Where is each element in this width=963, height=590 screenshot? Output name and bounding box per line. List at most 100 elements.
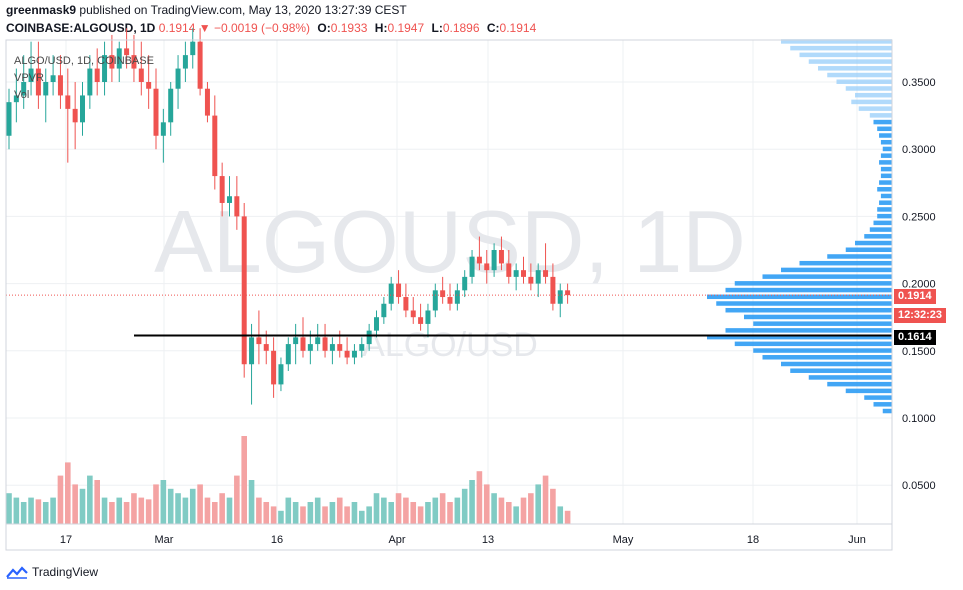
publish-info: greenmask9 published on TradingView.com,… [6,3,407,17]
volume-bar [13,497,20,524]
volume-profile-row [818,66,892,71]
candle-body [116,48,122,69]
volume-bar [189,488,196,524]
volume-bar [513,506,519,524]
volume-bar [564,510,571,524]
volume-bar [270,506,277,524]
volume-profile-row [880,193,892,199]
candle-body [366,330,372,345]
candle-body [381,303,387,318]
volume-bar [336,497,343,524]
volume-bar [109,502,115,524]
footer[interactable]: TradingView [6,563,98,581]
volume-bar [528,493,534,524]
candle-body [146,82,152,89]
volume-profile-row [725,287,892,293]
volume-bar [116,497,123,524]
candle-body [344,350,350,358]
volume-profile-row [877,207,892,212]
low-label: L: [431,21,443,35]
legend-vpvr[interactable]: VPVR [14,72,44,84]
volume-profile-row [827,254,892,259]
volume-bar [145,499,152,524]
close-label: C: [486,21,500,35]
candle-body [469,256,475,277]
volume-profile-row [781,361,892,367]
low-value: 0.1896 [442,21,480,35]
candle-body [234,196,240,217]
close-value: 0.1914 [499,21,537,35]
volume-bar [439,493,446,524]
volume-bar [491,493,497,524]
volume-bar [351,502,358,524]
time-tick-label: 16 [271,534,283,546]
candle-body [80,95,85,123]
volume-profile-row [877,126,892,132]
volume-profile-row [734,281,892,286]
open-value: 0.1933 [330,21,368,35]
volume-bar [42,502,49,524]
time-tick-label: Jun [848,534,866,546]
legend-pair[interactable]: ALGO/USD, 1D, COINBASE [14,55,154,67]
price-tick-label: 0.3500 [902,77,936,89]
published-text: published on TradingView.com, May 13, 20… [79,3,407,17]
last-price: 0.1914 [158,21,196,35]
volume-profile-row [725,307,892,313]
candle-body [102,55,108,82]
volume-bar [87,475,93,524]
watermark-pair: ALGO/USD [362,326,538,364]
candle-body [300,337,306,351]
volume-bar [175,493,181,524]
candle-body [271,350,277,385]
volume-bar [278,510,284,524]
candle-body [543,270,549,277]
legend-vol[interactable]: Vol [14,89,30,101]
candle-body [410,310,416,318]
volume-bar [535,484,541,524]
volume-profile-row [845,247,892,252]
volume-profile-row [873,119,892,125]
volume-profile-row [790,45,892,51]
candle-body [28,68,34,82]
candle-body [204,88,210,116]
volume-profile-row [880,139,892,145]
volume-bar [204,497,211,524]
volume-profile-row [781,39,892,44]
volume-profile-row [882,146,892,152]
volume-profile-row [879,133,892,138]
volume-bar [6,493,12,524]
volume-profile-row [879,160,892,165]
candle-body [425,310,431,324]
volume-profile-row [855,92,892,98]
candle-body [418,317,424,324]
candle-body [388,283,394,304]
volume-profile-row [808,375,892,380]
volume-bar [212,502,218,524]
volume-profile-row [734,341,892,347]
volume-bar [160,480,167,524]
volume-bar [182,497,189,524]
volume-bars [6,436,571,524]
volume-bar [94,480,100,524]
volume-bar [395,493,402,524]
candle-body [315,337,321,345]
candle-body [13,95,19,103]
volume-profile-row [827,381,892,387]
volume-profile-row [882,408,892,414]
volume-bar [219,493,225,524]
volume-bar [292,502,299,524]
time-tick-label: 17 [60,534,72,546]
volume-bar [226,497,233,524]
volume-bar [256,497,262,524]
candle-body [263,344,269,351]
volume-bar [417,506,424,524]
candle-body [219,176,225,203]
level-price-badge: 0.1614 [894,330,936,345]
volume-bar [197,484,203,524]
volume-profile-row [877,213,892,219]
candle-body [197,41,203,89]
axes: 0.1000 0.1500 0.2000 0.2500 0.3000 0.3500 0.05… [5,39,936,551]
candle-body [160,122,166,136]
candle-body [374,317,379,331]
